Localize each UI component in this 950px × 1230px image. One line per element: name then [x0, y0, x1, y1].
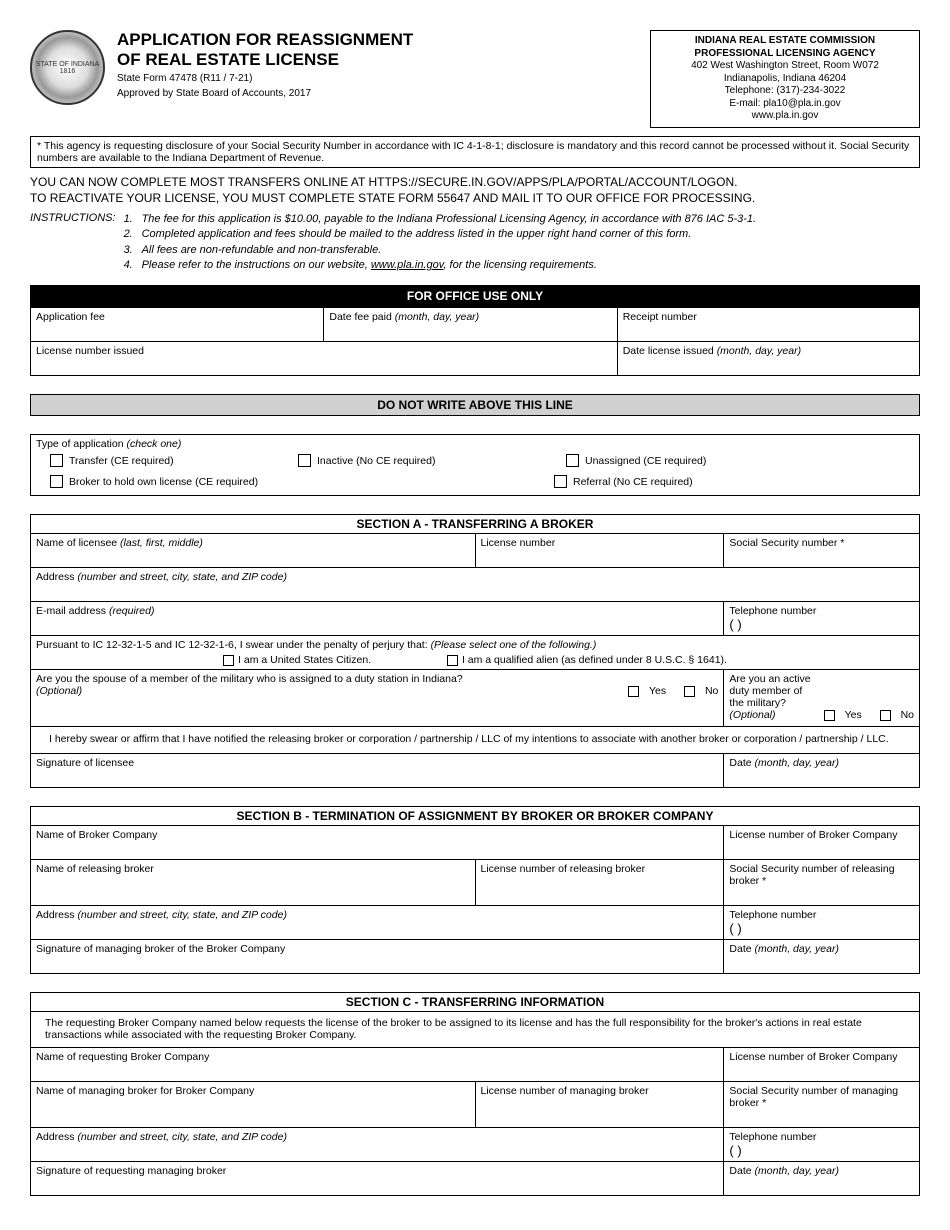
- c-mgr-lic[interactable]: License number of managing broker: [475, 1082, 724, 1128]
- section-b-header: SECTION B - TERMINATION OF ASSIGNMENT BY…: [30, 806, 920, 825]
- app-fee-cell[interactable]: Application fee: [31, 308, 324, 342]
- agency-addr2: Indianapolis, Indiana 46204: [661, 73, 909, 86]
- chk-mil2-yes[interactable]: [824, 710, 835, 721]
- header: STATE OF INDIANA 1816 APPLICATION FOR RE…: [30, 30, 920, 128]
- b-rel-lic[interactable]: License number of releasing broker: [475, 860, 724, 906]
- agency-web: www.pla.in.gov: [661, 110, 909, 123]
- instr-1: The fee for this application is $10.00, …: [142, 213, 757, 225]
- a-mil1: Are you the spouse of a member of the mi…: [31, 670, 724, 727]
- c-sig[interactable]: Signature of requesting managing broker: [31, 1162, 724, 1196]
- office-use-table: Application fee Date fee paid (month, da…: [30, 307, 920, 376]
- chk-inactive[interactable]: Inactive (No CE required): [298, 454, 538, 467]
- online-note: YOU CAN NOW COMPLETE MOST TRANSFERS ONLI…: [30, 174, 920, 206]
- form-number: State Form 47478 (R11 / 7-21): [117, 73, 638, 84]
- c-intro: The requesting Broker Company named belo…: [31, 1012, 920, 1048]
- a-perjury: Pursuant to IC 12-32-1-5 and IC 12-32-1-…: [31, 636, 920, 670]
- date-paid-cell[interactable]: Date fee paid (month, day, year): [324, 308, 617, 342]
- title-block: APPLICATION FOR REASSIGNMENT OF REAL EST…: [117, 30, 638, 99]
- instructions: INSTRUCTIONS: 1.The fee for this applica…: [30, 212, 920, 274]
- instr-website: www.pla.in.gov: [371, 259, 444, 271]
- b-sig[interactable]: Signature of managing broker of the Brok…: [31, 940, 724, 974]
- approved-line: Approved by State Board of Accounts, 201…: [117, 88, 638, 99]
- state-seal-icon: STATE OF INDIANA 1816: [30, 30, 105, 105]
- b-address[interactable]: Address (number and street, city, state,…: [31, 906, 724, 940]
- chk-mil1-yes[interactable]: [628, 686, 639, 697]
- a-date[interactable]: Date (month, day, year): [724, 754, 920, 788]
- chk-unassigned[interactable]: Unassigned (CE required): [566, 454, 706, 467]
- section-a-table: Name of licensee (last, first, middle) L…: [30, 533, 920, 788]
- receipt-cell[interactable]: Receipt number: [617, 308, 919, 342]
- instr-4b: , for the licensing requirements.: [443, 259, 596, 271]
- c-phone[interactable]: Telephone number( ): [724, 1128, 920, 1162]
- a-name[interactable]: Name of licensee (last, first, middle): [31, 534, 476, 568]
- c-address[interactable]: Address (number and street, city, state,…: [31, 1128, 724, 1162]
- instr-3: All fees are non-refundable and non-tran…: [142, 244, 382, 256]
- c-date[interactable]: Date (month, day, year): [724, 1162, 920, 1196]
- chk-mil2-no[interactable]: [880, 710, 891, 721]
- agency-addr1: 402 West Washington Street, Room W072: [661, 60, 909, 73]
- c-company[interactable]: Name of requesting Broker Company: [31, 1048, 724, 1082]
- c-mgr-ssn[interactable]: Social Security number of managing broke…: [724, 1082, 920, 1128]
- chk-citizen[interactable]: [223, 655, 234, 666]
- a-email[interactable]: E-mail address (required): [31, 602, 724, 636]
- online-note-1: YOU CAN NOW COMPLETE MOST TRANSFERS ONLI…: [30, 174, 920, 190]
- c-mgr[interactable]: Name of managing broker for Broker Compa…: [31, 1082, 476, 1128]
- office-use-header: FOR OFFICE USE ONLY: [30, 285, 920, 307]
- a-license[interactable]: License number: [475, 534, 724, 568]
- disclosure-box: * This agency is requesting disclosure o…: [30, 136, 920, 168]
- a-address[interactable]: Address (number and street, city, state,…: [31, 568, 920, 602]
- b-phone[interactable]: Telephone number( ): [724, 906, 920, 940]
- section-c-table: The requesting Broker Company named belo…: [30, 1011, 920, 1196]
- chk-referral[interactable]: Referral (No CE required): [554, 475, 693, 488]
- a-sig[interactable]: Signature of licensee: [31, 754, 724, 788]
- app-type-table: Type of application (check one) Transfer…: [30, 434, 920, 496]
- chk-mil1-no[interactable]: [684, 686, 695, 697]
- b-date[interactable]: Date (month, day, year): [724, 940, 920, 974]
- section-c-header: SECTION C - TRANSFERRING INFORMATION: [30, 992, 920, 1011]
- b-company[interactable]: Name of Broker Company: [31, 826, 724, 860]
- section-b-table: Name of Broker Company License number of…: [30, 825, 920, 974]
- date-issued-cell[interactable]: Date license issued (month, day, year): [617, 342, 919, 376]
- a-affirm: I hereby swear or affirm that I have not…: [31, 727, 920, 754]
- chk-alien[interactable]: [447, 655, 458, 666]
- a-ssn[interactable]: Social Security number *: [724, 534, 920, 568]
- agency-line1: INDIANA REAL ESTATE COMMISSION: [661, 35, 909, 48]
- a-mil2: Are you an active duty member of the mil…: [724, 670, 920, 727]
- online-note-2: TO REACTIVATE YOUR LICENSE, YOU MUST COM…: [30, 190, 920, 206]
- main-title-1: APPLICATION FOR REASSIGNMENT: [117, 30, 638, 50]
- agency-box: INDIANA REAL ESTATE COMMISSION PROFESSIO…: [650, 30, 920, 128]
- a-phone[interactable]: Telephone number( ): [724, 602, 920, 636]
- agency-line2: PROFESSIONAL LICENSING AGENCY: [661, 48, 909, 61]
- app-type-cell: Type of application (check one) Transfer…: [31, 435, 920, 496]
- agency-phone: Telephone: (317)-234-3022: [661, 85, 909, 98]
- section-a-header: SECTION A - TRANSFERRING A BROKER: [30, 514, 920, 533]
- instructions-list: 1.The fee for this application is $10.00…: [124, 212, 757, 274]
- b-company-lic[interactable]: License number of Broker Company: [724, 826, 920, 860]
- seal-text: STATE OF INDIANA 1816: [32, 61, 103, 75]
- agency-email: E-mail: pla10@pla.in.gov: [661, 98, 909, 111]
- chk-transfer[interactable]: Transfer (CE required): [50, 454, 270, 467]
- instructions-label: INSTRUCTIONS:: [30, 212, 116, 274]
- b-rel-broker[interactable]: Name of releasing broker: [31, 860, 476, 906]
- lic-issued-cell[interactable]: License number issued: [31, 342, 618, 376]
- divider-line: DO NOT WRITE ABOVE THIS LINE: [30, 394, 920, 416]
- instr-4a: Please refer to the instructions on our …: [142, 259, 371, 271]
- b-rel-ssn[interactable]: Social Security number of releasing brok…: [724, 860, 920, 906]
- chk-broker-own[interactable]: Broker to hold own license (CE required): [50, 475, 526, 488]
- main-title-2: OF REAL ESTATE LICENSE: [117, 50, 638, 70]
- instr-2: Completed application and fees should be…: [142, 228, 692, 240]
- c-company-lic[interactable]: License number of Broker Company: [724, 1048, 920, 1082]
